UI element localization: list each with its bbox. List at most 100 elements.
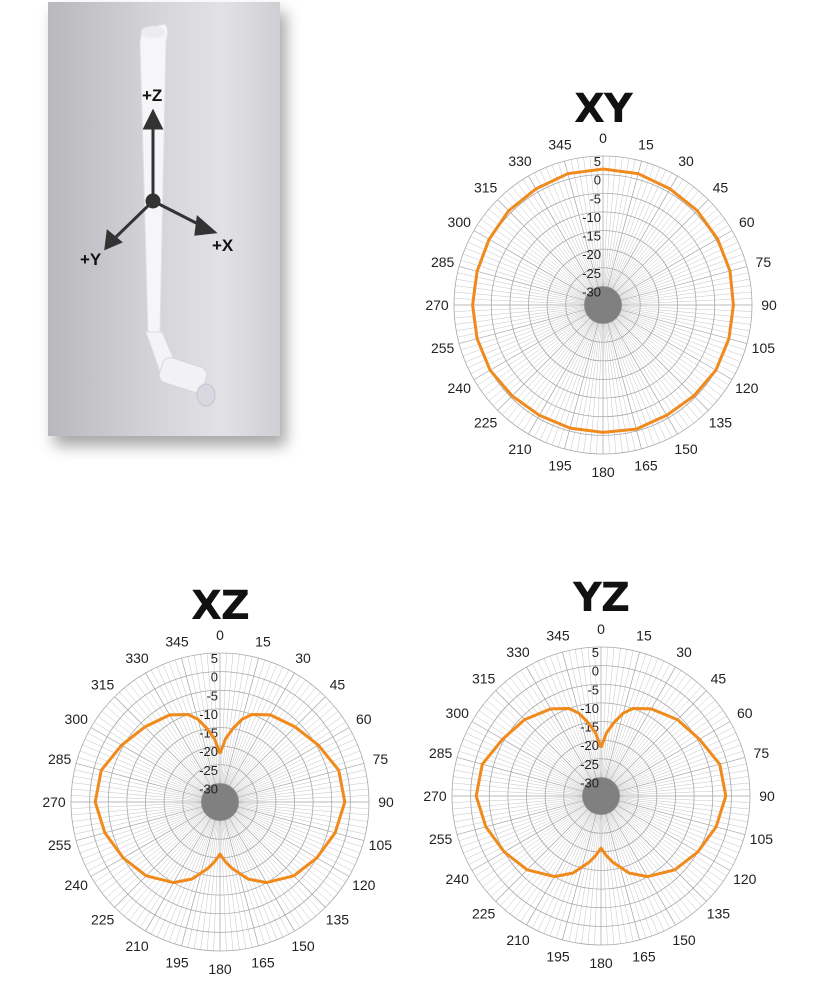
minor-spoke: [482, 807, 587, 887]
minor-spoke: [615, 700, 716, 785]
minor-spoke: [231, 687, 316, 788]
major-spoke: [497, 199, 591, 293]
angular-tick-label: 60: [739, 214, 755, 230]
center-disk: [584, 286, 622, 324]
minor-spoke: [150, 818, 212, 935]
major-spoke: [235, 727, 350, 793]
angular-tick-label: 120: [352, 877, 376, 893]
center-disk: [201, 783, 239, 821]
minor-spoke: [455, 285, 585, 303]
grid-ring: [451, 646, 751, 946]
angular-tick-label: 150: [672, 932, 696, 948]
major-spoke: [564, 160, 599, 288]
angular-tick-label: 330: [125, 650, 149, 666]
minor-spoke: [452, 789, 583, 796]
grid-ring: [453, 155, 753, 455]
minor-spoke: [555, 653, 596, 779]
minor-spoke: [549, 655, 595, 779]
grid-ring: [526, 721, 676, 871]
minor-spoke: [619, 797, 750, 810]
major-spoke: [528, 175, 594, 290]
radial-tick-label: 5: [592, 645, 599, 660]
angular-tick-label: 60: [356, 711, 372, 727]
angular-tick-label: 300: [448, 214, 472, 230]
minor-spoke: [193, 820, 218, 949]
minor-spoke: [455, 799, 583, 829]
minor-spoke: [226, 661, 272, 785]
major-spoke: [610, 666, 676, 781]
minor-spoke: [620, 311, 744, 357]
angular-tick-label: 60: [737, 705, 753, 721]
major-spoke: [232, 814, 326, 908]
minor-spoke: [124, 816, 209, 917]
minor-spoke: [230, 817, 306, 925]
minor-spoke: [478, 710, 586, 786]
chart-title: XZ: [191, 583, 250, 629]
major-spoke: [229, 672, 295, 787]
minor-spoke: [549, 813, 595, 937]
minor-spoke: [570, 159, 600, 287]
minor-spoke: [594, 814, 601, 945]
radial-tick-label: -25: [582, 266, 601, 281]
minor-spoke: [234, 813, 335, 898]
radial-tick-label: -10: [199, 707, 218, 722]
minor-spoke: [220, 653, 227, 784]
minor-spoke: [619, 241, 739, 298]
minor-spoke: [237, 756, 363, 797]
minor-spoke: [608, 660, 665, 780]
angular-tick-label: 255: [48, 837, 72, 853]
minor-spoke: [500, 685, 589, 783]
minor-spoke: [614, 190, 699, 291]
minor-spoke: [238, 803, 369, 816]
angular-tick-label: 15: [255, 634, 271, 650]
minor-spoke: [225, 659, 266, 785]
minor-spoke: [619, 235, 736, 297]
major-spoke: [458, 309, 586, 344]
grid-ring: [563, 758, 639, 834]
minor-spoke: [617, 803, 737, 860]
minor-spoke: [234, 813, 339, 893]
minor-spoke: [610, 811, 682, 922]
minor-spoke: [213, 653, 220, 784]
minor-spoke: [615, 807, 720, 887]
minor-spoke: [617, 732, 737, 789]
minor-spoke: [238, 775, 367, 800]
minor-spoke: [537, 660, 594, 780]
minor-spoke: [231, 816, 311, 921]
minor-spoke: [614, 808, 712, 897]
minor-spoke: [618, 224, 729, 296]
major-spoke: [114, 814, 208, 908]
pattern-series-line: [474, 707, 728, 879]
minor-spoke: [84, 738, 204, 795]
minor-spoke: [545, 167, 597, 288]
minor-spoke: [613, 809, 702, 907]
major-spoke: [90, 727, 205, 793]
major-spoke: [610, 811, 676, 926]
minor-spoke: [129, 683, 209, 788]
angular-tick-label: 315: [91, 677, 115, 693]
radial-tick-label: -10: [580, 701, 599, 716]
angular-tick-label: 255: [429, 831, 453, 847]
minor-spoke: [226, 664, 278, 785]
antenna-tip: [141, 26, 165, 38]
minor-spoke: [551, 164, 597, 288]
major-spoke: [495, 690, 589, 784]
major-spoke: [620, 266, 748, 301]
major-spoke: [495, 808, 589, 902]
minor-spoke: [610, 169, 667, 289]
grid-ring: [507, 702, 695, 890]
radial-tick-label: -5: [206, 688, 218, 703]
minor-spoke: [200, 654, 218, 784]
minor-spoke: [139, 817, 211, 928]
minor-spoke: [619, 782, 750, 795]
minor-spoke: [235, 721, 346, 793]
angular-tick-label: 75: [754, 745, 770, 761]
angular-tick-label: 225: [472, 905, 496, 921]
minor-spoke: [462, 253, 586, 299]
minor-spoke: [616, 710, 724, 786]
minor-spoke: [455, 763, 583, 793]
antenna-illustration: [104, 23, 218, 407]
minor-spoke: [72, 804, 202, 822]
minor-spoke: [74, 805, 202, 835]
